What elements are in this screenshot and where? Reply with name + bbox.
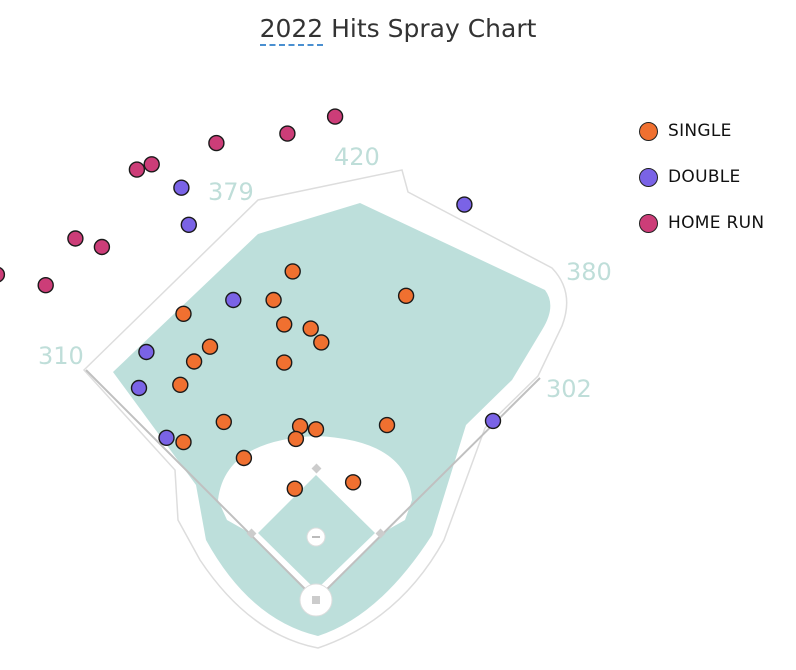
legend-label-single: SINGLE <box>668 121 732 141</box>
hit-point-double[interactable] <box>138 343 155 361</box>
distance-right-field: 302 <box>546 375 592 403</box>
hit-point-single[interactable] <box>185 353 203 370</box>
hit-point-single[interactable] <box>307 421 325 438</box>
first-base <box>375 528 386 539</box>
legend-swatch-home-run <box>639 213 658 233</box>
third-base <box>246 528 257 539</box>
home-plate <box>312 596 320 604</box>
hit-point-single[interactable] <box>175 433 192 451</box>
hit-point-home-run[interactable] <box>128 161 146 178</box>
legend-item-home-run[interactable]: HOME RUN <box>636 200 764 246</box>
chart-title: 2022 Hits Spray Chart <box>0 14 796 46</box>
legend-swatch-double <box>639 167 658 187</box>
left-foul-line <box>85 369 317 601</box>
hit-point-single[interactable] <box>378 416 396 434</box>
distance-right-center: 380 <box>566 258 612 286</box>
hit-point-single[interactable] <box>286 480 303 497</box>
hit-point-single[interactable] <box>397 287 415 304</box>
legend-swatch-single <box>639 121 658 141</box>
hit-point-double[interactable] <box>456 196 473 213</box>
hit-point-single[interactable] <box>344 474 362 491</box>
hit-point-single[interactable] <box>265 291 282 309</box>
hit-point-home-run[interactable] <box>279 125 296 142</box>
chart-title-rest: Hits Spray Chart <box>323 14 537 43</box>
hit-point-home-run[interactable] <box>37 277 54 294</box>
hit-point-home-run[interactable] <box>67 230 84 247</box>
hit-point-home-run[interactable] <box>93 238 111 256</box>
distance-left-field: 310 <box>38 342 84 370</box>
hit-point-home-run[interactable] <box>208 134 225 152</box>
hit-point-home-run[interactable] <box>326 108 344 125</box>
hit-point-single[interactable] <box>235 449 253 467</box>
field-grass <box>113 203 551 636</box>
hit-point-double[interactable] <box>158 429 175 446</box>
hit-point-home-run[interactable] <box>0 267 6 283</box>
hit-point-double[interactable] <box>180 216 198 234</box>
second-base <box>311 463 322 474</box>
hit-point-single[interactable] <box>302 320 319 337</box>
hit-point-single[interactable] <box>287 430 305 448</box>
hit-point-single[interactable] <box>276 316 293 333</box>
hit-point-double[interactable] <box>484 412 502 430</box>
hit-point-single[interactable] <box>172 376 189 393</box>
hit-point-single[interactable] <box>313 334 330 351</box>
right-foul-line <box>315 377 541 601</box>
hit-point-single[interactable] <box>201 338 219 355</box>
hit-point-double[interactable] <box>130 379 148 397</box>
hit-point-home-run[interactable] <box>143 156 160 173</box>
hit-point-single[interactable] <box>276 354 293 371</box>
hit-point-single[interactable] <box>284 263 301 280</box>
hit-point-double[interactable] <box>225 291 242 309</box>
hit-point-double[interactable] <box>173 179 190 196</box>
chart-title-year[interactable]: 2022 <box>259 14 324 46</box>
hits-layer <box>0 108 502 497</box>
legend-label-home-run: HOME RUN <box>668 213 765 233</box>
legend: SINGLE DOUBLE HOME RUN <box>636 108 764 246</box>
distance-left-center: 379 <box>208 178 254 206</box>
hit-point-single[interactable] <box>175 305 192 322</box>
hit-point-single[interactable] <box>215 413 233 431</box>
distance-center: 420 <box>334 143 380 171</box>
pitchers-rubber <box>312 536 320 538</box>
legend-item-double[interactable]: DOUBLE <box>636 154 764 200</box>
legend-item-single[interactable]: SINGLE <box>636 108 764 154</box>
legend-label-double: DOUBLE <box>668 167 741 187</box>
